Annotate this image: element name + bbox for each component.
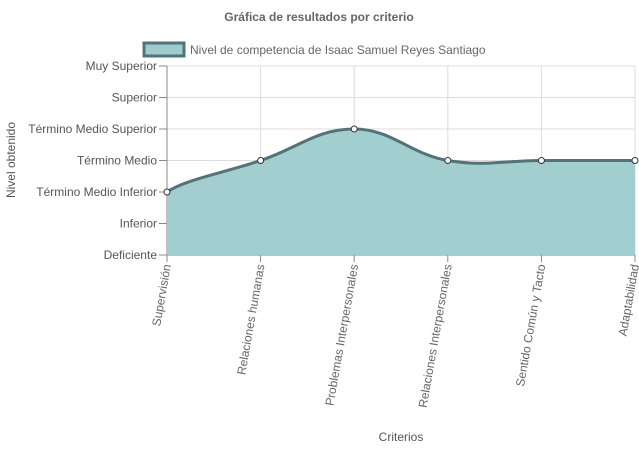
x-tick-label: Supervisión [149, 263, 174, 327]
y-tick-label: Deficiente [104, 248, 158, 262]
x-tick-label: Relaciones humanas [234, 263, 267, 376]
y-axis-title: Nivel obtenido [4, 122, 18, 198]
y-tick-label: Inferior [120, 217, 157, 231]
data-point[interactable] [537, 157, 545, 164]
data-point[interactable] [444, 157, 452, 164]
y-tick-label: Superior [112, 91, 157, 105]
y-tick-label: Término Medio Inferior [36, 185, 157, 199]
series-line [166, 127, 635, 194]
series-area-fill [167, 129, 635, 255]
data-point[interactable] [163, 188, 171, 196]
data-point[interactable] [350, 125, 358, 133]
x-tick-label: Relaciones Interpersonales [416, 263, 455, 409]
series-area [163, 125, 639, 255]
y-tick-label: Término Medio [77, 154, 157, 168]
x-tick-label: Problemas Interpersonales [322, 263, 361, 407]
x-tick-label: Adaptabilidad [616, 263, 639, 337]
x-tick-label: Sentido Común y Tacto [513, 263, 548, 388]
y-axis-ticks: Deficiente Inferior Término Medio Inferior… [28, 59, 157, 262]
x-axis-title: Criterios [379, 430, 424, 444]
chart-title: Gráfica de resultados por criterio [224, 10, 413, 24]
legend-swatch [142, 41, 186, 58]
y-tick-label: Muy Superior [86, 59, 157, 73]
x-axis-ticks: Supervisión Relaciones humanas Problemas I… [149, 263, 639, 409]
data-point[interactable] [257, 157, 265, 164]
legend-label: Nivel de competencia de Isaac Samuel Rey… [190, 43, 486, 57]
legend[interactable]: Nivel de competencia de Isaac Samuel Rey… [142, 41, 486, 58]
data-point[interactable] [631, 157, 639, 164]
y-tick-label: Término Medio Superior [28, 122, 157, 136]
